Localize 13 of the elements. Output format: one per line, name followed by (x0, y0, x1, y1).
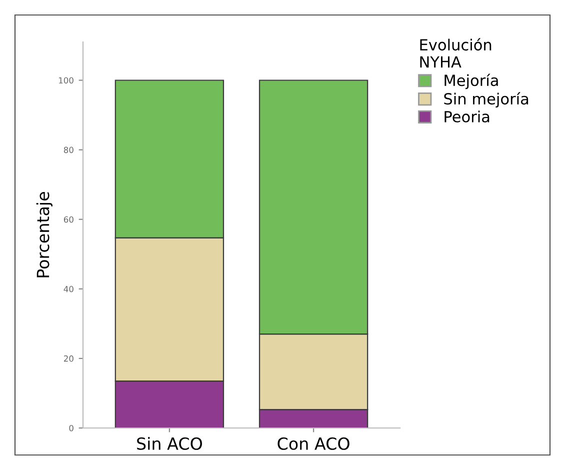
x-tick-label: Con ACO (278, 437, 350, 450)
legend-label: Mejoría (444, 74, 498, 90)
legend-label: Sin mejoría (444, 92, 528, 108)
y-tick-label: 100 (58, 77, 74, 84)
y-tick-label: 20 (64, 355, 74, 362)
y-tick-label: 80 (64, 146, 74, 154)
y-tick-label: 60 (64, 216, 74, 223)
y-tick-label: 0 (69, 424, 74, 432)
x-tick-label: Sin ACO (137, 437, 202, 450)
y-axis-title: Porcentaje (36, 192, 53, 278)
y-tick-label: 40 (64, 286, 74, 292)
legend-title: Evolución NYHA (420, 38, 492, 68)
legend-label: Peoria (444, 110, 490, 122)
